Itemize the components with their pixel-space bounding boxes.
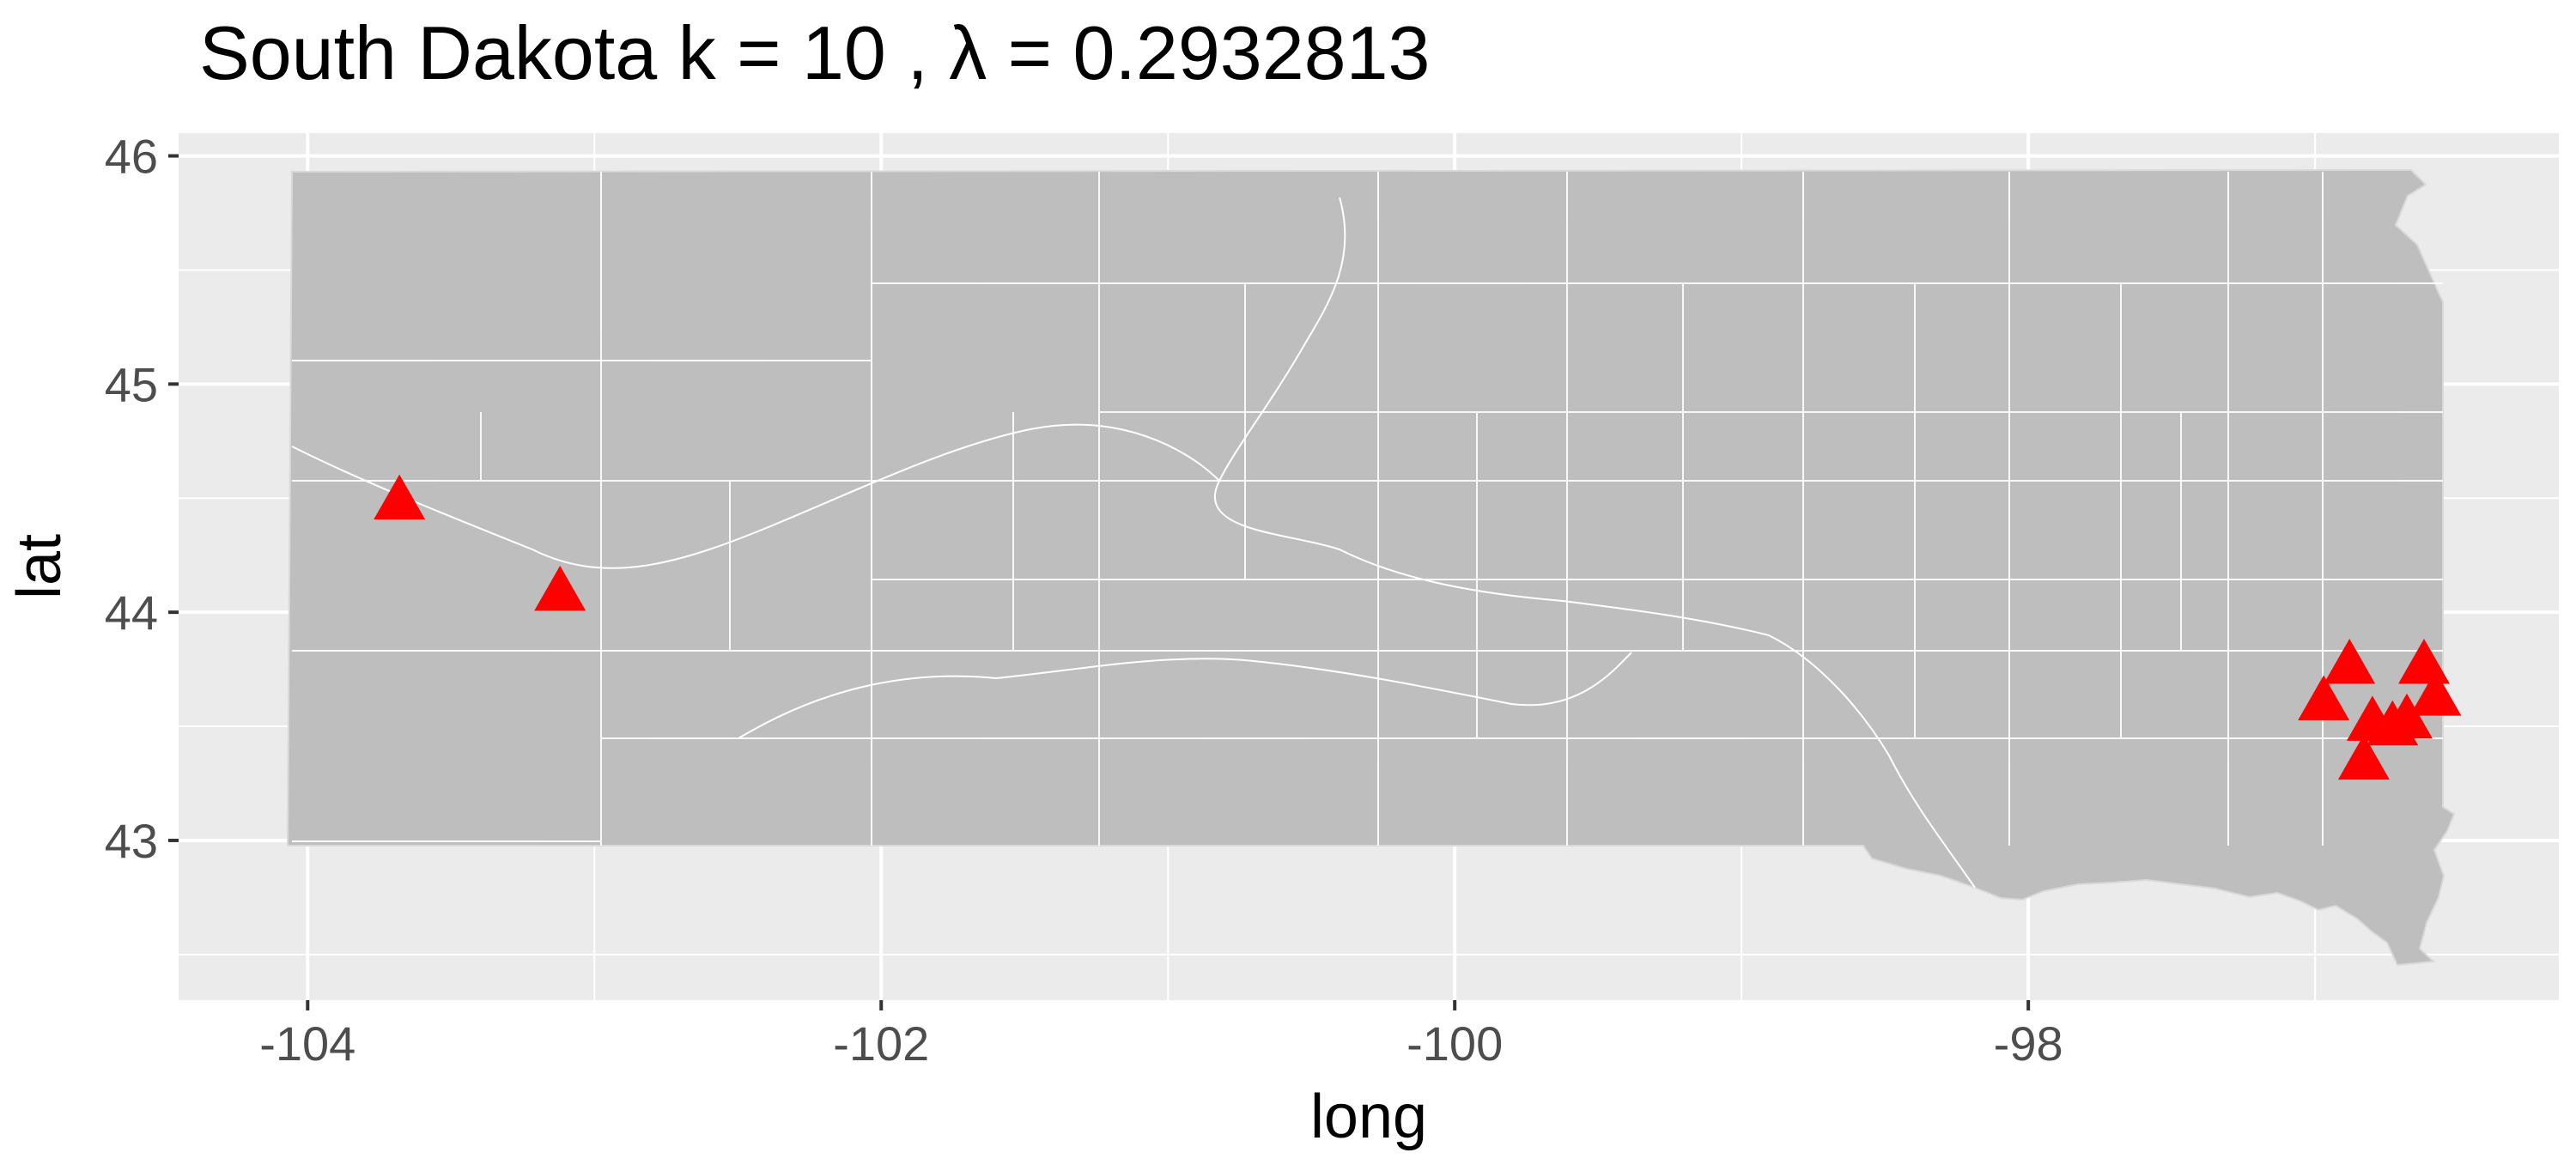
missouri-river	[1213, 197, 1976, 889]
white-river	[738, 652, 1632, 739]
county-borders	[292, 172, 2443, 846]
marker-layer	[374, 474, 2462, 780]
y-axis-label: lat	[5, 534, 74, 599]
south-dakota-map	[286, 168, 2456, 967]
data-point-marker	[2380, 693, 2433, 739]
x-tick-label: -102	[833, 1016, 929, 1071]
data-point-marker	[2398, 638, 2451, 684]
x-tick-label: -104	[259, 1016, 355, 1071]
x-tick-label: -98	[1994, 1016, 2063, 1071]
data-point-marker	[534, 565, 586, 611]
y-tick-label: 44	[105, 586, 158, 640]
data-point-marker	[2298, 675, 2350, 720]
y-tick-label: 45	[105, 357, 158, 411]
x-tick-labels: -104 -102 -100 -98	[259, 1016, 2063, 1071]
x-tick-label: -100	[1406, 1016, 1503, 1071]
y-tick-labels: 43 44 45 46	[105, 130, 158, 868]
data-point-marker	[374, 474, 426, 520]
data-point-marker	[2409, 670, 2462, 716]
state-outline	[286, 168, 2456, 967]
x-axis-label: long	[1310, 1083, 1427, 1151]
data-point-marker	[2337, 734, 2390, 780]
chart-title: South Dakota k = 10 , λ = 0.2932813	[199, 10, 1430, 95]
y-tick-label: 46	[105, 130, 158, 184]
data-point-marker	[2324, 638, 2376, 684]
cheyenne-river	[291, 423, 1220, 569]
y-tick-label: 43	[105, 814, 158, 868]
axis-ticks	[168, 154, 2031, 1010]
